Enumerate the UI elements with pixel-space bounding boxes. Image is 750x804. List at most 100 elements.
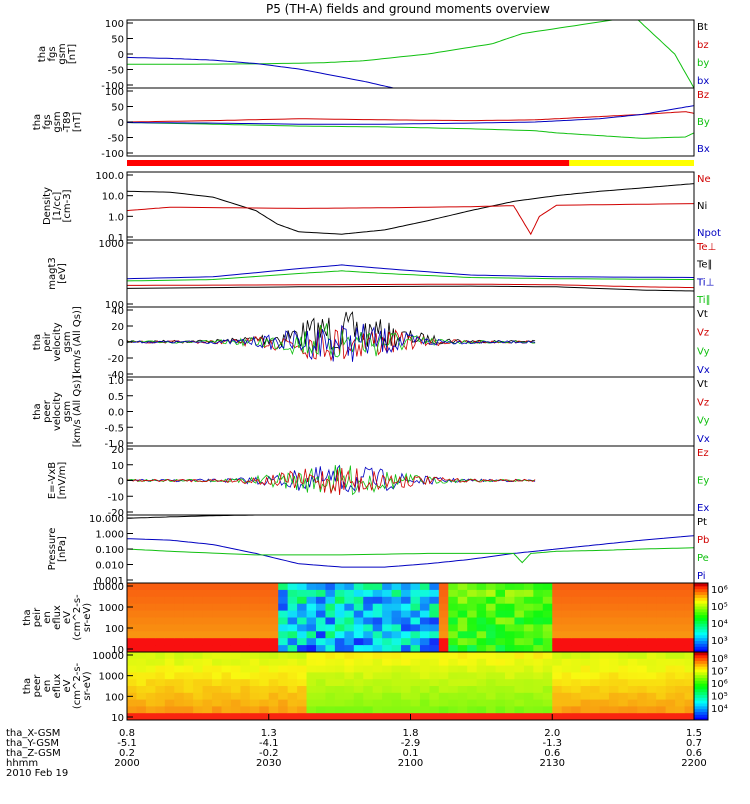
spectrogram-cell [505,686,516,694]
spectrogram-cell [505,665,516,673]
spectrogram-cell [306,638,317,646]
spectrogram-cell [297,658,308,667]
spectrogram-cell [410,638,421,646]
spectrogram-cell [523,645,534,652]
spectrogram-cell [155,603,166,612]
spectrogram-cell [278,699,289,707]
y-axis-label: fgs [42,114,53,129]
spectrogram-cell [438,596,449,605]
spectrogram-cell [684,679,694,687]
spectrogram-cell [221,583,232,591]
spectrogram [127,583,694,652]
colorbar-band [694,631,708,636]
spectrogram-cell [193,713,204,720]
spectrogram-cell [382,603,393,612]
spectrogram-cell [467,638,478,646]
spectrogram-cell [514,652,525,660]
spectrogram-cell [325,624,336,632]
y-tick-label: 1000 [99,672,124,683]
spectrogram-cell [495,706,506,714]
spectrogram-cell [675,589,686,598]
spectrogram-cell [325,692,336,701]
spectrogram-cell [561,583,572,591]
spectrogram-cell [127,658,138,667]
spectrogram-cell [353,665,364,673]
spectrogram-cell [476,665,487,673]
spectrogram-cell [391,672,402,680]
spectrogram-cell [249,631,260,639]
colorbar-tick-label: 10⁴ [711,619,728,630]
y-tick-label: 100 [105,19,124,30]
spectrogram-cell [268,672,279,680]
y-axis-label: tha [32,114,43,130]
spectrogram-cell [429,713,440,720]
spectrogram-cell [608,645,619,652]
spectrogram-cell [627,596,638,605]
spectrogram-cell [155,658,166,667]
spectrogram-cell [618,713,629,720]
spectrogram-cell [221,672,232,680]
spectrogram-cell [287,645,298,652]
spectrogram-cell [325,672,336,680]
spectrogram-cell [344,645,355,652]
spectrogram-cell [316,652,327,660]
spectrogram-cell [438,645,449,652]
spectrogram-cell [580,699,591,707]
spectrogram-cell [164,679,175,687]
y-tick-label: -40 [108,370,124,381]
spectrogram-cell [221,692,232,701]
series-line-Bz [127,111,694,123]
spectrogram-cell [316,624,327,632]
spectrogram-cell [419,672,430,680]
spectrogram-cell [306,589,317,598]
spectrogram-cell [212,596,223,605]
spectrogram-cell [505,631,516,639]
spectrogram-cell [221,624,232,632]
spectrogram-cell [325,617,336,625]
spectrogram-cell [467,652,478,660]
spectrogram-cell [249,665,260,673]
colorbar-band [694,714,708,718]
spectrogram-cell [665,665,676,673]
spectrogram-cell [608,658,619,667]
spectrogram-cell [287,596,298,605]
spectrogram-cell [268,645,279,652]
spectrogram-cell [240,679,251,687]
spectrogram-cell [571,713,582,720]
spectrogram-cell [202,686,213,694]
spectrogram-cell [514,638,525,646]
spectrogram-cell [646,638,657,646]
spectrogram-cell [212,617,223,625]
spectrogram-cell [495,638,506,646]
spectrogram-cell [419,665,430,673]
spectrogram-cell [372,699,383,707]
spectrogram-cell [675,699,686,707]
spectrogram-cell [656,638,667,646]
y-axis-label: fgs [47,46,58,61]
spectrogram-cell [571,645,582,652]
y-axis-label: velocity [52,322,63,361]
y-axis-label: peir [42,331,53,351]
spectrogram-cell [344,589,355,598]
spectrogram-cell [514,624,525,632]
spectrogram-cell [325,645,336,652]
spectrogram-cell [486,706,497,714]
x-tick-label-time: 2030 [256,758,281,769]
spectrogram-cell [136,699,147,707]
spectrogram-cell [608,652,619,660]
spectrogram-cell [145,679,156,687]
spectrogram-cell [571,692,582,701]
spectrogram-cell [476,617,487,625]
spectrogram-cell [268,686,279,694]
spectrogram-cell [419,624,430,632]
spectrogram-cell [183,706,194,714]
spectrogram-cell [278,624,289,632]
spectrogram-cell [684,706,694,714]
spectrogram-cell [164,699,175,707]
legend-label-1: Ey [697,476,709,487]
spectrogram-cell [391,706,402,714]
spectrogram-cell [306,645,317,652]
spectrogram-cell [561,713,572,720]
spectrogram-cell [391,699,402,707]
